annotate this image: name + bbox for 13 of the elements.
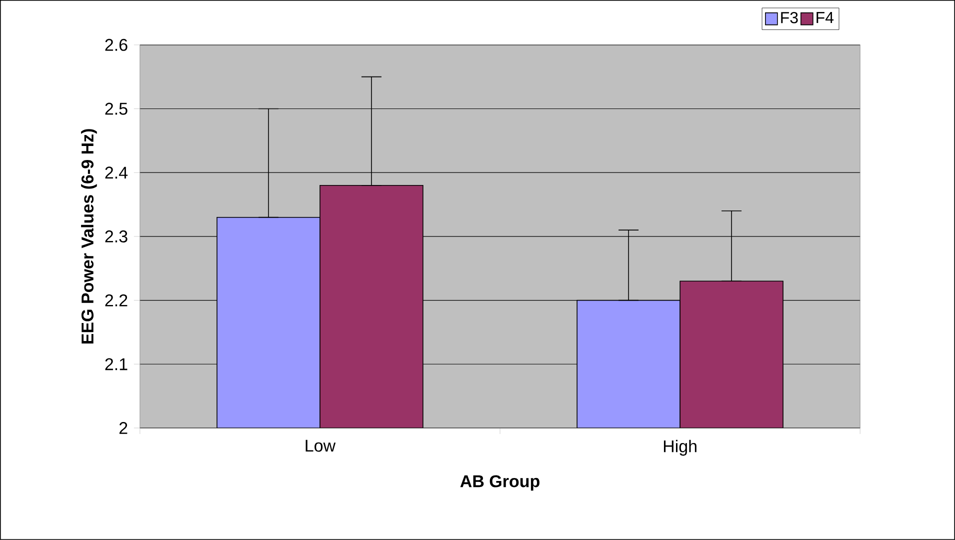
y-axis-title: EEG Power Values (6-9 Hz) bbox=[81, 129, 97, 344]
x-tick-label: Low bbox=[306, 440, 336, 452]
y-tick-label: 2.4 bbox=[105, 166, 128, 179]
legend-label: F4 bbox=[816, 12, 834, 24]
x-axis-title: AB Group bbox=[460, 475, 540, 491]
x-tick-label: High bbox=[664, 440, 696, 456]
y-tick-label: 2.6 bbox=[105, 38, 128, 51]
y-tick-label: 2.5 bbox=[105, 102, 128, 115]
y-tick-label: 2 bbox=[119, 422, 128, 434]
y-tick-label: 2.1 bbox=[105, 358, 128, 370]
legend-label: F3 bbox=[781, 12, 798, 24]
y-tick-label: 2.3 bbox=[105, 230, 128, 243]
y-tick-label: 2.2 bbox=[105, 294, 128, 306]
